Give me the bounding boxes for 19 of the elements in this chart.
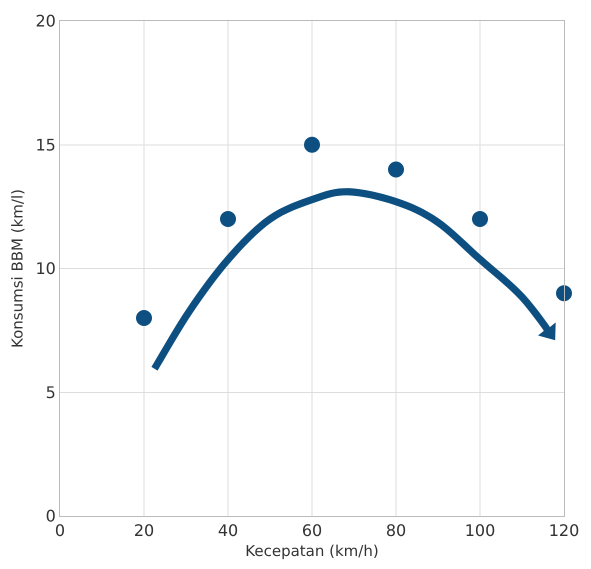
- x-tick-label: 40: [218, 521, 238, 540]
- x-tick-label: 60: [302, 521, 322, 540]
- point: [304, 136, 320, 153]
- point: [556, 285, 572, 302]
- x-axis-title: Kecepatan (km/h): [245, 542, 379, 560]
- point: [472, 211, 488, 227]
- x-tick-label: 80: [386, 521, 406, 540]
- y-axis-title: Konsumsi BBM (km/l): [8, 189, 27, 348]
- y-tick-label: 0: [46, 506, 56, 526]
- x-tick-label: 20: [134, 521, 154, 540]
- y-tick-label: 5: [46, 382, 56, 402]
- y-tick-label: 20: [35, 12, 56, 31]
- point: [388, 162, 404, 178]
- y-tick-label: 15: [35, 135, 56, 154]
- y-tick-label: 10: [35, 259, 56, 278]
- point: [220, 211, 236, 227]
- x-tick-label: 100: [464, 521, 496, 540]
- point: [136, 310, 152, 326]
- x-tick-label: 120: [548, 521, 580, 540]
